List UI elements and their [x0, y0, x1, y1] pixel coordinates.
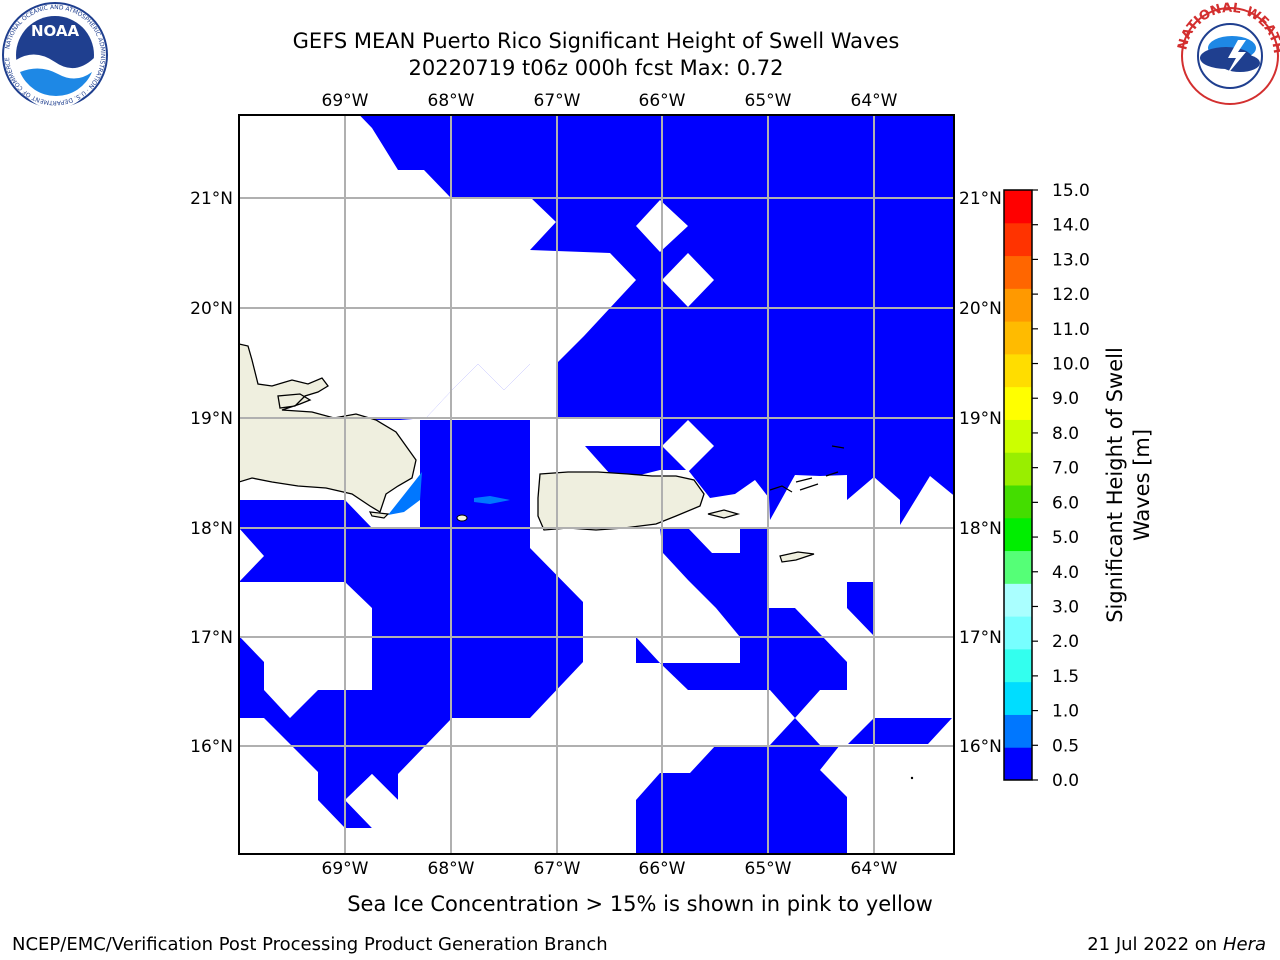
bottom-lon-tick: 68°W [428, 859, 475, 879]
footer-left: NCEP/EMC/Verification Post Processing Pr… [12, 934, 608, 955]
colorbar-tick-label: 5.0 [1052, 528, 1079, 548]
colorbar-segment [1004, 583, 1032, 617]
top-lon-tick: 69°W [322, 91, 369, 111]
colorbar-segment [1004, 452, 1032, 486]
left-lat-tick: 20°N [190, 299, 233, 319]
colorbar-segment [1004, 222, 1032, 257]
colorbar-segment [1004, 353, 1032, 388]
left-lat-tick: 17°N [190, 628, 233, 648]
colorbar-tick-label: 7.0 [1052, 459, 1079, 479]
land-vieques [707, 509, 741, 519]
map-gridlines [239, 115, 954, 854]
noaa-logo: NOAA NATIONAL OCEANIC AND ATMOSPHERIC AD… [2, 2, 108, 109]
colorbar-segment [1004, 681, 1032, 715]
colorbar-tick-label: 11.0 [1052, 320, 1090, 340]
right-lat-tick: 17°N [959, 628, 1002, 648]
colorbar-tick-label: 9.0 [1052, 389, 1079, 409]
bottom-lon-tick: 69°W [322, 859, 369, 879]
chart-subtitle: 20220719 t06z 000h fcst Max: 0.72 [409, 56, 784, 80]
left-lat-tick: 19°N [190, 409, 233, 429]
colorbar-label-line2: Waves [m] [1130, 429, 1154, 541]
left-lat-tick: 18°N [190, 519, 233, 539]
right-lat-tick: 19°N [959, 409, 1002, 429]
noaa-logo-text: NOAA [31, 22, 80, 40]
colorbar-tick-label: 2.0 [1052, 632, 1079, 652]
land-mona [456, 514, 468, 522]
colorbar-segment [1004, 648, 1032, 683]
colorbar-label-line1: Significant Height of Swell [1103, 347, 1127, 623]
land-virgin-islands [769, 445, 845, 493]
top-lon-tick: 65°W [745, 91, 792, 111]
top-lon-tick: 66°W [639, 91, 686, 111]
footer-machine: Hera [1223, 934, 1266, 955]
colorbar-tick-label: 15.0 [1052, 181, 1090, 201]
colorbar-segment [1004, 255, 1032, 289]
right-lat-tick: 16°N [959, 737, 1002, 757]
colorbar: 0.0 0.5 1.0 1.5 2.0 3.0 4.0 5.0 6.0 7.0 8.0 9.0 10.0… [1003, 181, 1090, 791]
footer-date: 21 Jul 2022 on [1087, 934, 1223, 955]
colorbar-segment [1004, 747, 1032, 781]
map-frame [238, 114, 955, 855]
colorbar-segment [1004, 386, 1032, 420]
bottom-lon-tick: 66°W [639, 859, 686, 879]
top-lon-tick: 64°W [851, 91, 898, 111]
swell-field-band-0p5-1p0 [388, 472, 510, 515]
map-field [239, 115, 954, 854]
swell-field-gaps [239, 115, 714, 828]
right-lat-tick: 18°N [959, 519, 1002, 539]
right-lat-tick: 21°N [959, 189, 1002, 209]
left-lat-tick: 21°N [190, 189, 233, 209]
colorbar-tick-label: 13.0 [1052, 250, 1090, 270]
colorbar-segment [1004, 714, 1032, 748]
colorbar-segment [1004, 550, 1032, 584]
colorbar-tick-label: 6.0 [1052, 493, 1079, 513]
colorbar-segment [1004, 288, 1032, 322]
land-saona [368, 511, 390, 519]
bottom-lon-tick: 64°W [851, 859, 898, 879]
colorbar-segment [1004, 190, 1032, 224]
colorbar-frame [1003, 189, 1033, 781]
colorbar-tick-label: 1.0 [1052, 702, 1079, 722]
colorbar-segment [1004, 419, 1032, 453]
colorbar-segment [1004, 485, 1032, 519]
land-aves [910, 776, 914, 780]
chart-title: GEFS MEAN Puerto Rico Significant Height… [293, 29, 900, 53]
left-lat-tick: 16°N [190, 737, 233, 757]
land-st-croix [779, 551, 815, 563]
top-lon-tick: 68°W [428, 91, 475, 111]
right-lat-tick: 20°N [959, 299, 1002, 319]
bottom-lon-tick: 65°W [745, 859, 792, 879]
colorbar-segment [1004, 321, 1032, 355]
colorbar-tick-label: 1.5 [1052, 667, 1079, 687]
colorbar-tick-label: 0.5 [1052, 736, 1079, 756]
colorbar-segment [1004, 616, 1032, 650]
colorbar-tick-label: 4.0 [1052, 563, 1079, 583]
top-lon-tick: 67°W [534, 91, 581, 111]
colorbar-segment [1004, 517, 1032, 552]
land-hispaniola [239, 343, 417, 513]
colorbar-tick-label: 10.0 [1052, 355, 1090, 375]
colorbar-tick-label: 8.0 [1052, 424, 1079, 444]
bottom-lon-tick: 67°W [534, 859, 581, 879]
colorbar-tick-label: 3.0 [1052, 597, 1079, 617]
footer-right: 21 Jul 2022 on Hera [1087, 934, 1266, 955]
colorbar-tick-label: 14.0 [1052, 216, 1090, 236]
colorbar-tick-label: 12.0 [1052, 285, 1090, 305]
colorbar-tick-label: 0.0 [1052, 771, 1079, 791]
sea-ice-note: Sea Ice Concentration > 15% is shown in … [347, 892, 933, 916]
